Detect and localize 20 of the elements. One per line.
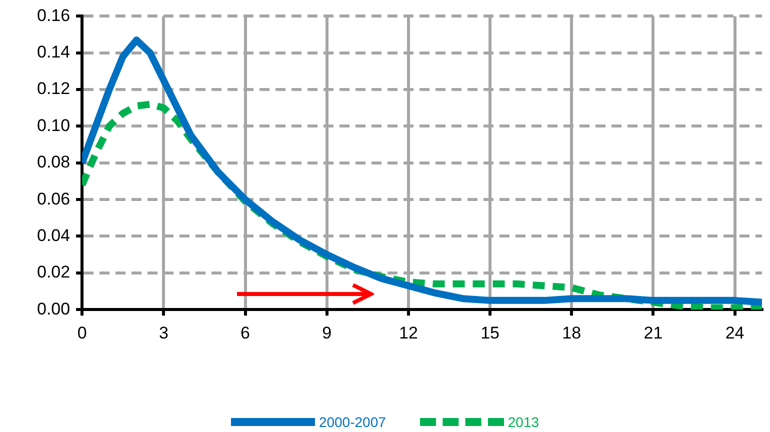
x-tick-label: 24 [725, 323, 744, 342]
y-tick-label: 0.12 [36, 79, 70, 98]
y-tick-label: 0.06 [36, 189, 70, 208]
x-tick-label: 12 [398, 323, 418, 342]
x-tick-label: 21 [644, 323, 663, 342]
text: 2013 [508, 414, 540, 430]
x-tick-label: 9 [322, 323, 332, 342]
y-tick-label: 0.04 [36, 226, 70, 245]
y-tick-label: 0.00 [36, 299, 70, 318]
x-tick-label: 6 [240, 323, 250, 342]
y-tick-label: 0.08 [36, 152, 70, 172]
x-tick-label: 15 [480, 323, 500, 342]
text: 2000-2007 [318, 414, 386, 430]
y-tick-label: 0.02 [36, 262, 70, 282]
x-tick-label: 18 [562, 323, 582, 342]
y-tick-label: 0.14 [36, 42, 70, 62]
x-tick-label: 3 [158, 323, 168, 342]
x-tick-label: 0 [77, 323, 87, 342]
y-tick-label: 0.10 [36, 116, 70, 135]
y-tick-label: 0.16 [36, 6, 70, 25]
